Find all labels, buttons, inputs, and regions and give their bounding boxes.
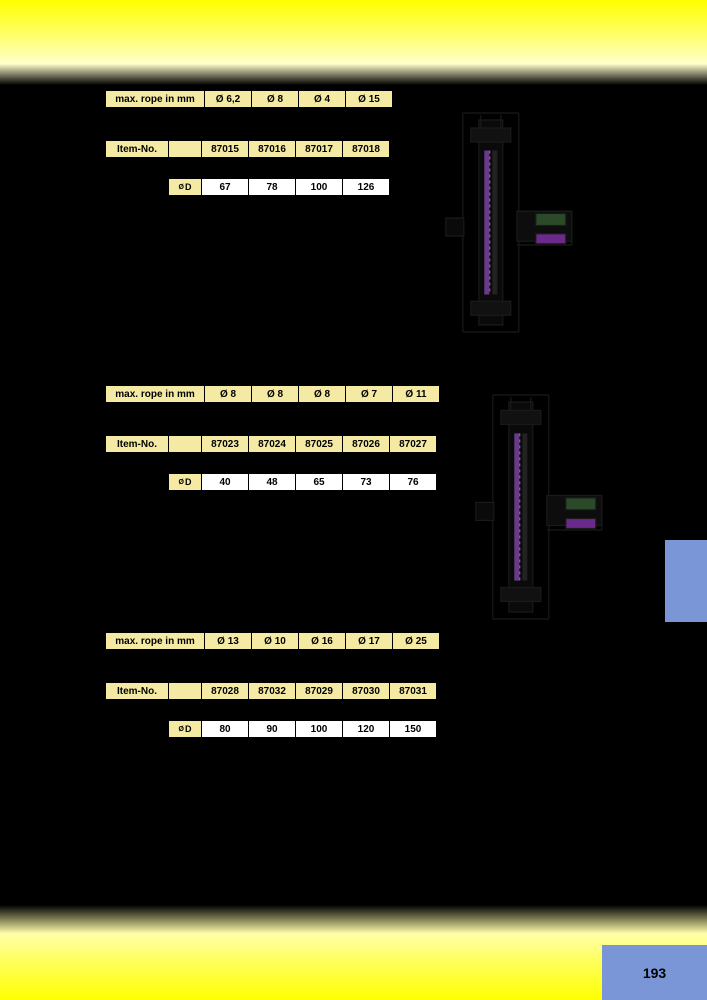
table-cell: 87015	[201, 140, 249, 158]
diameter-row: ØD4048657376	[168, 473, 440, 491]
diameter-row: ØD8090100120150	[168, 720, 440, 738]
table-cell: 87018	[342, 140, 390, 158]
table-cell: Ø 13	[204, 632, 252, 650]
side-tab	[665, 540, 707, 622]
table-cell: 87027	[389, 435, 437, 453]
table-cell: 87024	[248, 435, 296, 453]
table-cell: 65	[295, 473, 343, 491]
table-cell: Item-No.	[105, 682, 169, 700]
table-cell: Ø 8	[204, 385, 252, 403]
diameter-label: ØD	[168, 473, 202, 491]
table-cell: 40	[201, 473, 249, 491]
item-row: Item-No. 87015870168701787018	[105, 140, 393, 158]
table-cell: Ø 6,2	[204, 90, 252, 108]
table-cell: 87029	[295, 682, 343, 700]
top-gradient	[0, 0, 707, 85]
diameter-label: ØD	[168, 178, 202, 196]
table-cell: Ø 15	[345, 90, 393, 108]
bottom-gradient	[0, 905, 707, 1000]
table-cell: max. rope in mm	[105, 632, 205, 650]
table-cell: 100	[295, 178, 343, 196]
table-cell: 48	[248, 473, 296, 491]
table-cell: Ø 7	[345, 385, 393, 403]
spec-section: max. rope in mmØ 6,2Ø 8Ø 4Ø 15 Item-No. 87…	[105, 90, 393, 196]
rope-row: max. rope in mmØ 6,2Ø 8Ø 4Ø 15	[105, 90, 393, 108]
diameter-label: ØD	[168, 720, 202, 738]
table-cell: 87025	[295, 435, 343, 453]
table-cell: 87016	[248, 140, 296, 158]
table-cell: Ø 17	[345, 632, 393, 650]
table-cell: Ø 10	[251, 632, 299, 650]
table-cell: max. rope in mm	[105, 90, 205, 108]
table-cell: Ø 16	[298, 632, 346, 650]
table-cell: 87017	[295, 140, 343, 158]
table-cell: 80	[201, 720, 249, 738]
table-cell: max. rope in mm	[105, 385, 205, 403]
table-cell	[168, 435, 202, 453]
table-cell: 126	[342, 178, 390, 196]
table-cell: Ø 4	[298, 90, 346, 108]
table-cell	[168, 140, 202, 158]
table-cell: 87023	[201, 435, 249, 453]
spec-section: max. rope in mmØ 8Ø 8Ø 8Ø 7Ø 11Item-No.8…	[105, 385, 440, 491]
diameter-row: ØD6778100126	[168, 178, 393, 196]
table-cell: 78	[248, 178, 296, 196]
technical-diagram	[430, 110, 590, 335]
table-cell: 73	[342, 473, 390, 491]
table-cell: 87028	[201, 682, 249, 700]
rope-row: max. rope in mmØ 8Ø 8Ø 8Ø 7Ø 11	[105, 385, 440, 403]
table-cell: 87026	[342, 435, 390, 453]
table-cell: Item-No.	[105, 435, 169, 453]
table-cell: Ø 8	[251, 385, 299, 403]
table-cell: 100	[295, 720, 343, 738]
page-number: 193	[643, 965, 666, 981]
table-cell: 87031	[389, 682, 437, 700]
rope-row: max. rope in mmØ 13Ø 10Ø 16Ø 17Ø 25	[105, 632, 440, 650]
table-cell: Item-No.	[105, 140, 169, 158]
table-cell	[168, 682, 202, 700]
table-cell: 76	[389, 473, 437, 491]
table-cell: Ø 8	[251, 90, 299, 108]
table-cell: Ø 8	[298, 385, 346, 403]
spec-section: max. rope in mmØ 13Ø 10Ø 16Ø 17Ø 25 Item-…	[105, 632, 440, 738]
table-cell: 150	[389, 720, 437, 738]
table-cell: 87030	[342, 682, 390, 700]
table-cell: 90	[248, 720, 296, 738]
technical-diagram	[460, 392, 620, 622]
table-cell: 67	[201, 178, 249, 196]
page-number-box: 193	[602, 945, 707, 1000]
table-cell: 87032	[248, 682, 296, 700]
table-cell: Ø 11	[392, 385, 440, 403]
table-cell: Ø 25	[392, 632, 440, 650]
item-row: Item-No. 8702387024870258702687027	[105, 435, 440, 453]
item-row: Item-No. 8702887032870298703087031	[105, 682, 440, 700]
table-cell: 120	[342, 720, 390, 738]
